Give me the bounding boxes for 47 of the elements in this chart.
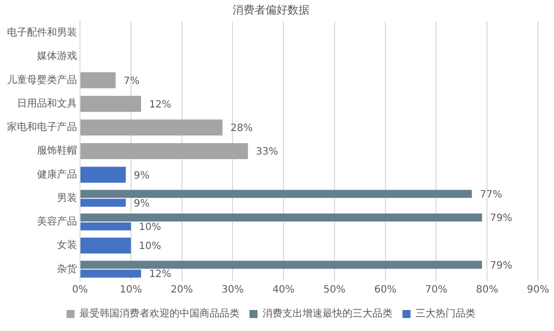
x-tick-label: 50%: [323, 284, 346, 296]
legend-label: 最受韩国消费者欢迎的中国商品品类: [80, 308, 240, 320]
data-label: 9%: [134, 170, 150, 182]
data-label: 7%: [124, 76, 140, 87]
x-tick-label: 10%: [120, 284, 142, 296]
bar: [80, 190, 472, 198]
x-tick-label: 20%: [170, 284, 193, 296]
y-tick-label: 杂货: [57, 262, 77, 275]
y-tick-label: 美容产品: [37, 216, 77, 228]
bar: [80, 120, 222, 136]
y-tick-label: 儿童母婴类产品: [7, 74, 77, 86]
x-tick-label: 70%: [425, 284, 448, 296]
data-label: 9%: [134, 198, 150, 210]
y-tick-label: 服饰鞋帽: [37, 144, 77, 157]
x-tick-label: 80%: [476, 284, 498, 296]
data-label: 12%: [149, 269, 172, 280]
data-label: 10%: [138, 241, 162, 252]
bar: [80, 214, 482, 222]
y-tick-label: 男装: [57, 192, 77, 204]
y-tick-label: 媒体游戏: [37, 50, 77, 62]
y-tick-label: 健康产品: [37, 168, 77, 180]
y-tick-label: 日用品和文具: [17, 97, 77, 110]
data-label: 12%: [149, 99, 172, 110]
y-tick-label: 家电和电子产品: [7, 121, 77, 134]
data-label: 33%: [256, 146, 278, 158]
bar: [80, 222, 131, 230]
x-tick-label: 90%: [526, 284, 550, 296]
bar: [80, 260, 482, 269]
x-tick-label: 0%: [72, 284, 88, 296]
bar: [80, 270, 142, 278]
bar: [80, 143, 248, 160]
y-tick-label: 女装: [57, 239, 77, 252]
data-label: 77%: [480, 190, 502, 200]
x-tick-label: 40%: [272, 284, 295, 296]
chart-title: 消费者偏好数据: [232, 3, 310, 16]
data-label: 28%: [230, 123, 253, 134]
legend-label: 三大热门品类: [416, 308, 476, 320]
bar: [80, 96, 142, 112]
legend-label: 消费支出增速最快的三大品类: [262, 308, 392, 320]
x-tick-label: 30%: [222, 284, 244, 296]
data-label: 79%: [490, 260, 512, 272]
data-label: 10%: [138, 222, 162, 233]
bar: [80, 72, 116, 88]
data-label: 79%: [490, 213, 512, 224]
y-tick-label: 电子配件和男装: [7, 26, 77, 39]
x-tick-label: 60%: [374, 284, 396, 296]
bar: [80, 198, 126, 207]
